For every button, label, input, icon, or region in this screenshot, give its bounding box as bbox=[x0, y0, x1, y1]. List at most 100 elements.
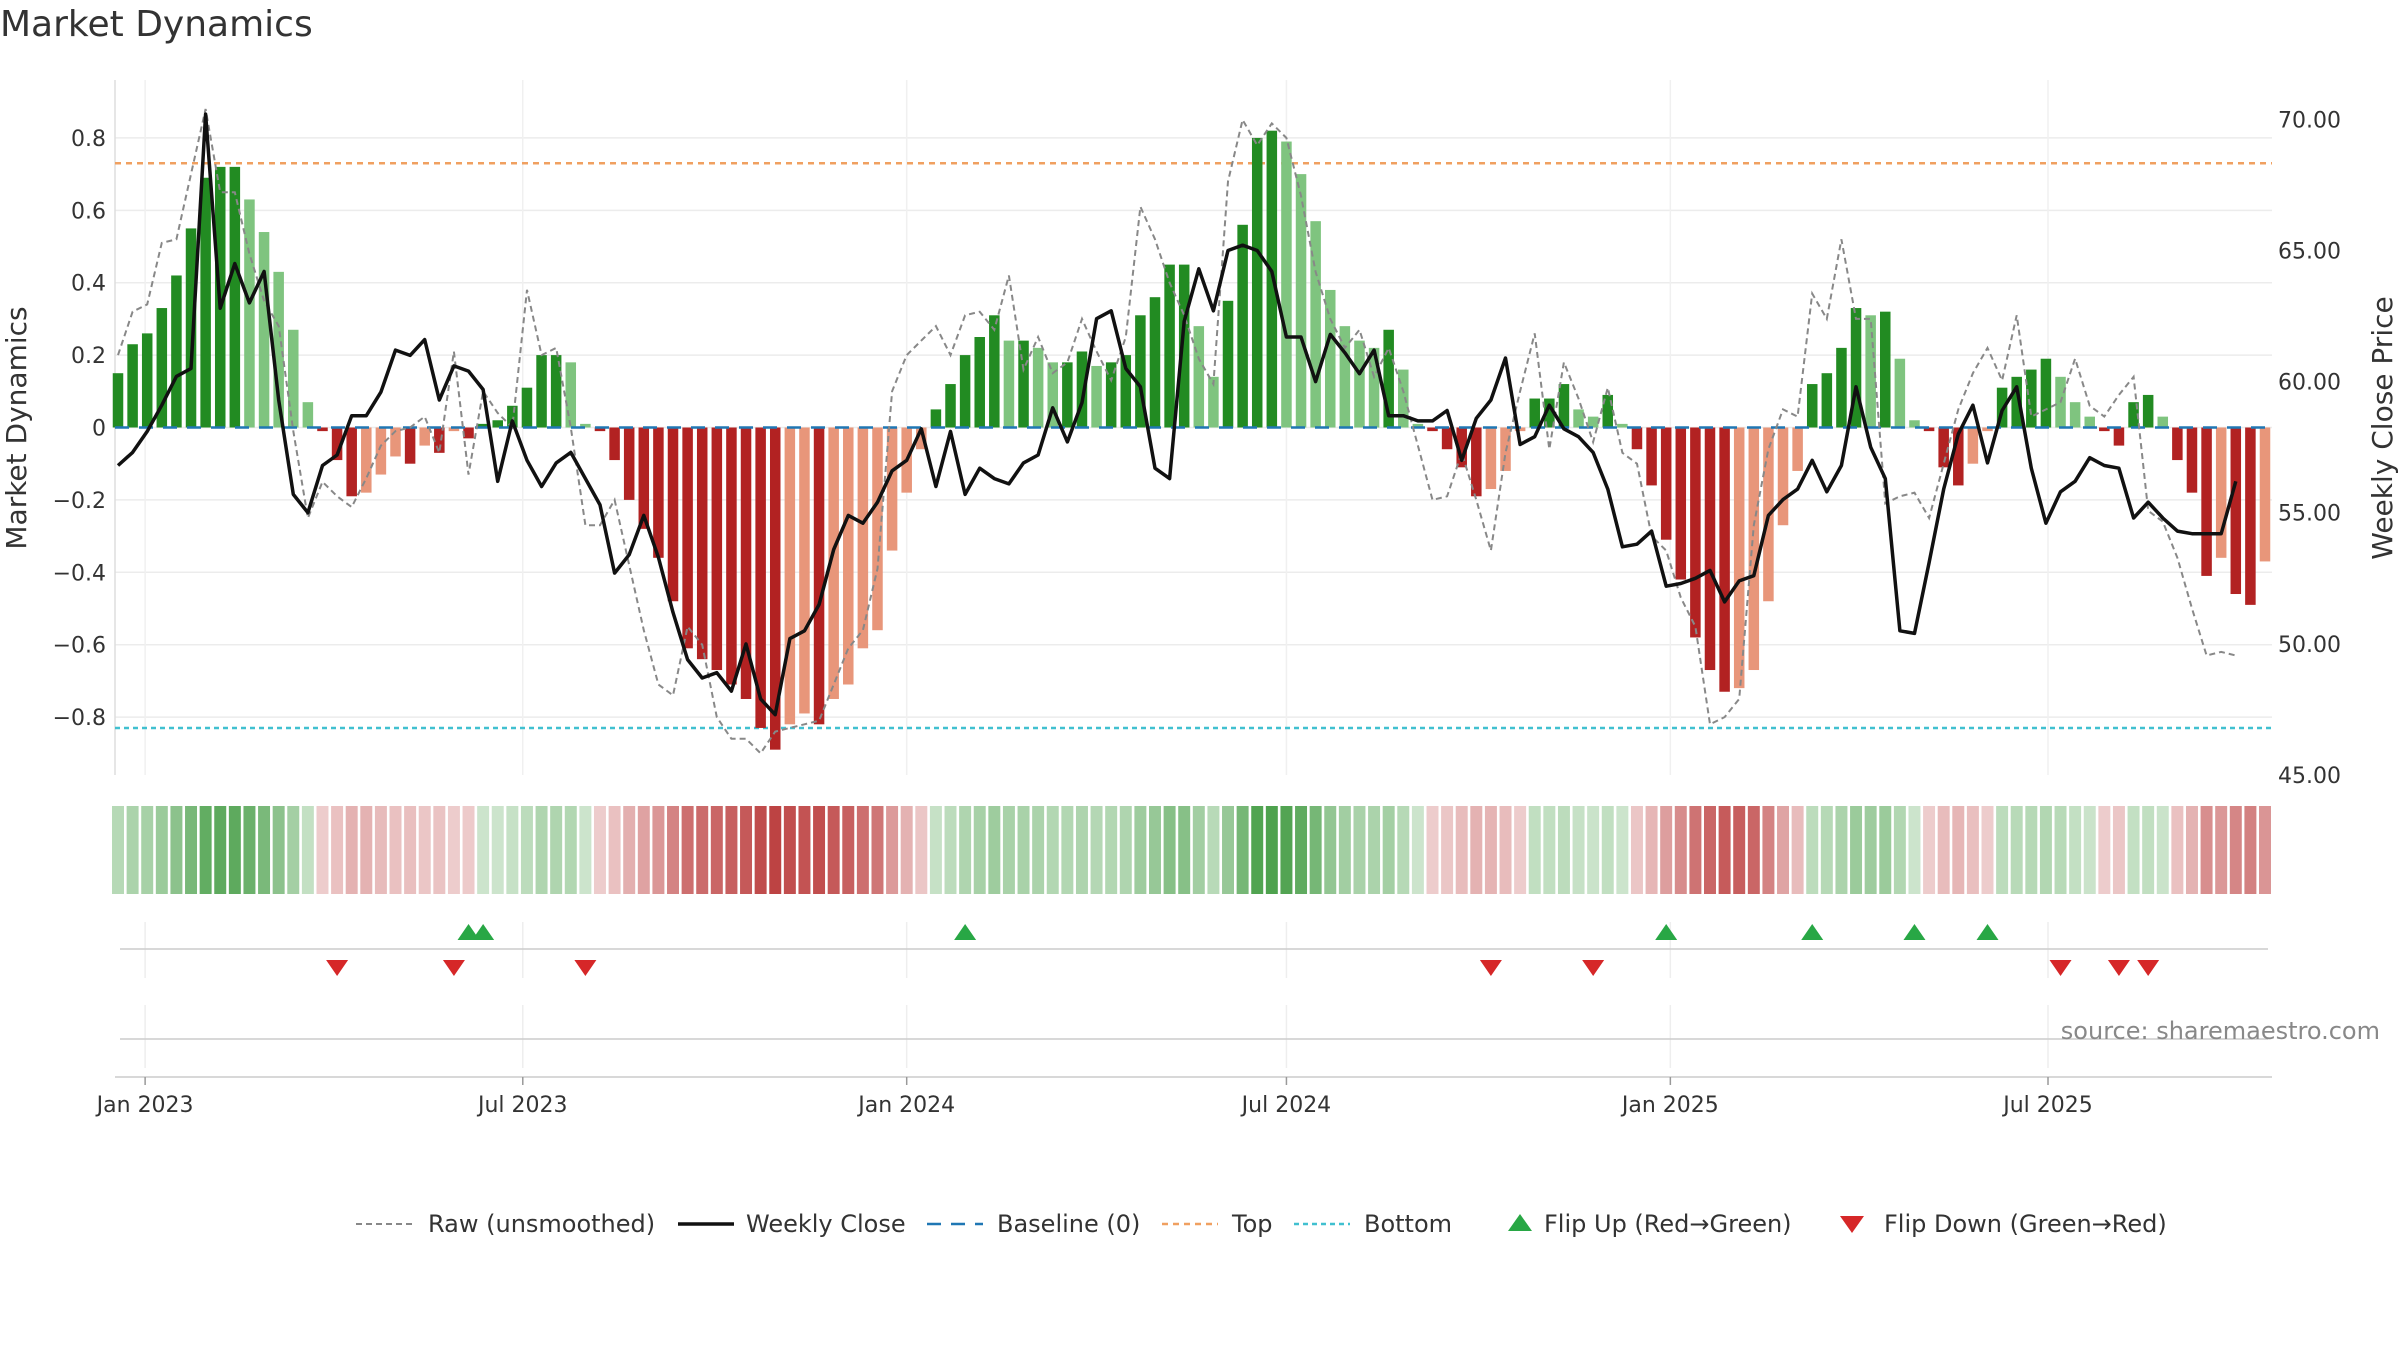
right-tick-label: 45.00 bbox=[2278, 764, 2341, 789]
momentum-bar bbox=[419, 427, 430, 446]
strip-cell bbox=[141, 806, 154, 894]
legend-swatch-flip-up bbox=[1508, 1214, 1532, 1231]
momentum-bar bbox=[1032, 347, 1044, 428]
strip-cell bbox=[813, 806, 826, 894]
strip-cell bbox=[1937, 806, 1950, 894]
strip-cell bbox=[1762, 806, 1775, 894]
strip-cell bbox=[564, 806, 577, 894]
momentum-bar bbox=[1617, 423, 1628, 428]
strip-cell bbox=[2025, 806, 2038, 894]
momentum-bar bbox=[2259, 427, 2271, 562]
strip-cell bbox=[900, 806, 913, 894]
momentum-bar bbox=[1047, 362, 1059, 428]
momentum-bar bbox=[1733, 427, 1745, 689]
right-axis-title: Weekly Close Price bbox=[2366, 296, 2399, 559]
legend-label: Top bbox=[1231, 1210, 1273, 1238]
legend-label: Flip Up (Red→Green) bbox=[1544, 1210, 1792, 1238]
strip-cell bbox=[2215, 806, 2228, 894]
chart-title: Market Dynamics bbox=[0, 4, 313, 45]
strip-cell bbox=[1441, 806, 1454, 894]
right-tick-label: 50.00 bbox=[2278, 633, 2341, 658]
momentum-bar bbox=[244, 199, 255, 428]
flip-up-marker bbox=[1801, 924, 1824, 940]
strip-cell bbox=[1265, 806, 1278, 894]
momentum-bar bbox=[1850, 308, 1862, 428]
momentum-bar bbox=[2186, 427, 2198, 493]
right-axis-ticks: 45.00 50.00 55.00 60.00 65.00 70.00 bbox=[2278, 108, 2341, 789]
x-tick-label: Jul 2023 bbox=[476, 1093, 568, 1118]
legend-label: Flip Down (Green→Red) bbox=[1884, 1210, 2167, 1238]
strip-cell bbox=[915, 806, 928, 894]
strip-cell bbox=[1514, 806, 1527, 894]
momentum-bar bbox=[1456, 427, 1467, 468]
flip-up-marker bbox=[1976, 924, 1999, 940]
strip-cell bbox=[185, 806, 198, 894]
strip-cell bbox=[258, 806, 271, 894]
momentum-bar bbox=[1704, 427, 1716, 671]
strip-cell bbox=[1192, 806, 1205, 894]
left-tick-label: −0.2 bbox=[53, 489, 106, 514]
momentum-bar bbox=[682, 427, 693, 649]
strip-cell bbox=[842, 806, 855, 894]
left-tick-label: −0.4 bbox=[53, 561, 106, 586]
momentum-bar bbox=[1208, 376, 1219, 428]
source-label: source: sharemaestro.com bbox=[2061, 1017, 2380, 1045]
momentum-bar bbox=[1514, 427, 1526, 432]
strip-cell bbox=[1163, 806, 1176, 894]
momentum-bar bbox=[2157, 416, 2169, 428]
strip-cell bbox=[1966, 806, 1979, 894]
momentum-bar bbox=[726, 427, 737, 685]
strip-cell bbox=[1952, 806, 1965, 894]
strip-cell bbox=[871, 806, 884, 894]
momentum-bar bbox=[1339, 326, 1351, 428]
momentum-bar bbox=[331, 427, 343, 461]
momentum-bar bbox=[1324, 289, 1336, 428]
x-tick-label: Jan 2024 bbox=[856, 1093, 955, 1118]
momentum-bar bbox=[141, 333, 153, 428]
flip-up-marker bbox=[1903, 924, 1926, 940]
strip-cell bbox=[1864, 806, 1877, 894]
momentum-bar bbox=[1631, 427, 1643, 450]
momentum-bar bbox=[1573, 409, 1584, 428]
strip-cell bbox=[1601, 806, 1614, 894]
strip-cell bbox=[2185, 806, 2198, 894]
momentum-bar bbox=[1602, 394, 1614, 428]
momentum-bar bbox=[1660, 427, 1672, 540]
strip-cell bbox=[696, 806, 709, 894]
legend: Raw (unsmoothed) Weekly Close Baseline (0)… bbox=[356, 1210, 2167, 1238]
strip-cell bbox=[433, 806, 446, 894]
momentum-bar bbox=[361, 427, 372, 493]
strip-cell bbox=[477, 806, 490, 894]
momentum-bar bbox=[1967, 427, 1979, 464]
momentum-bar bbox=[1485, 427, 1497, 490]
strip-cell bbox=[1674, 806, 1687, 894]
momentum-bar bbox=[171, 275, 182, 428]
strip-cell bbox=[1557, 806, 1570, 894]
weekly-close-line bbox=[116, 112, 2238, 717]
strip-cell bbox=[798, 806, 811, 894]
momentum-bar bbox=[2099, 427, 2110, 432]
momentum-bar bbox=[2245, 427, 2256, 605]
momentum-bar bbox=[273, 271, 284, 428]
momentum-bar bbox=[346, 427, 357, 497]
momentum-bar bbox=[1894, 358, 1906, 428]
x-tick-label: Jul 2025 bbox=[2001, 1093, 2093, 1118]
strip-cell bbox=[1733, 806, 1746, 894]
strip-cell bbox=[1981, 806, 1994, 894]
flip-up-marker bbox=[954, 924, 977, 940]
strip-cell bbox=[1002, 806, 1015, 894]
strip-cell bbox=[929, 806, 942, 894]
strip-cell bbox=[1046, 806, 1059, 894]
momentum-bar bbox=[1251, 137, 1263, 428]
momentum-bar bbox=[930, 409, 942, 428]
momentum-bar bbox=[1222, 300, 1234, 428]
momentum-bar bbox=[448, 427, 460, 432]
strip-cell bbox=[389, 806, 402, 894]
strip-cell bbox=[2200, 806, 2213, 894]
momentum-bar bbox=[1923, 427, 1935, 432]
strip-cell bbox=[944, 806, 957, 894]
momentum-bar bbox=[2040, 358, 2052, 428]
momentum-bar bbox=[1178, 264, 1190, 428]
momentum-bar bbox=[1164, 264, 1175, 428]
